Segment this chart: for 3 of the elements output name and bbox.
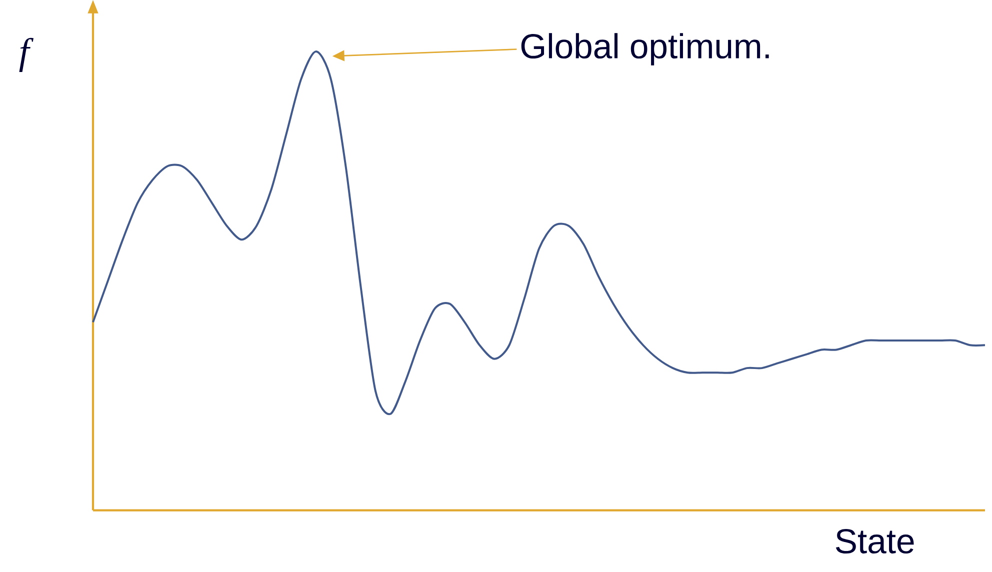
annotation: Global optimum.	[521, 32, 769, 66]
x-axis-title: State	[836, 528, 914, 554]
y-axis-title: f	[19, 38, 34, 72]
